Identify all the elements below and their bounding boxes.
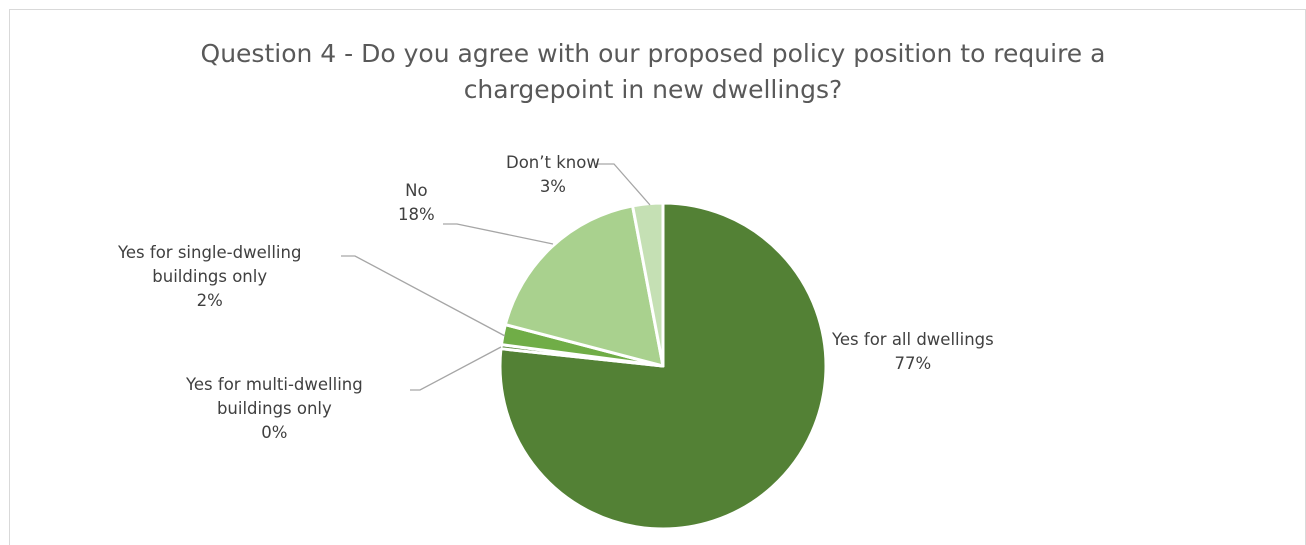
label-yes-all-dwellings-value: 77% — [894, 354, 932, 373]
label-yes-multi-dwelling-name-2: buildings only — [216, 399, 332, 418]
label-yes-single-dwelling-name-1: Yes for single-dwelling — [118, 243, 302, 262]
leader-no — [443, 223, 554, 245]
leader-multi-dwelling — [410, 346, 502, 391]
label-yes-all-dwellings: Yes for all dwellings 77% — [832, 328, 994, 376]
label-yes-multi-dwelling: Yes for multi-dwelling buildings only 0% — [186, 373, 363, 445]
label-dont-know-value: 3% — [539, 177, 566, 196]
pie-slices — [498, 201, 828, 531]
leader-single-dwelling — [341, 255, 506, 337]
label-no-value: 18% — [398, 205, 435, 224]
leader-dont-know — [596, 163, 651, 206]
label-no-name: No — [405, 181, 428, 200]
chart-title-line-2: chargepoint in new dwellings? — [463, 75, 843, 104]
slice-dont-know — [631, 201, 665, 368]
label-yes-multi-dwelling-name-1: Yes for multi-dwelling — [186, 375, 363, 394]
label-dont-know: Don’t know 3% — [506, 151, 600, 199]
label-yes-all-dwellings-name: Yes for all dwellings — [832, 330, 994, 349]
leader-lines — [341, 163, 651, 391]
label-yes-single-dwelling-name-2: buildings only — [152, 267, 268, 286]
slice-no — [503, 204, 665, 368]
label-yes-multi-dwelling-value: 0% — [261, 423, 288, 442]
chart-title-line-1: Question 4 - Do you agree with our propo… — [200, 39, 1106, 68]
label-no: No 18% — [398, 179, 435, 227]
label-yes-single-dwelling: Yes for single-dwelling buildings only 2… — [118, 241, 301, 313]
label-dont-know-name: Don’t know — [506, 153, 600, 172]
chart-title: Question 4 - Do you agree with our propo… — [0, 36, 1306, 108]
label-yes-single-dwelling-value: 2% — [196, 291, 223, 310]
